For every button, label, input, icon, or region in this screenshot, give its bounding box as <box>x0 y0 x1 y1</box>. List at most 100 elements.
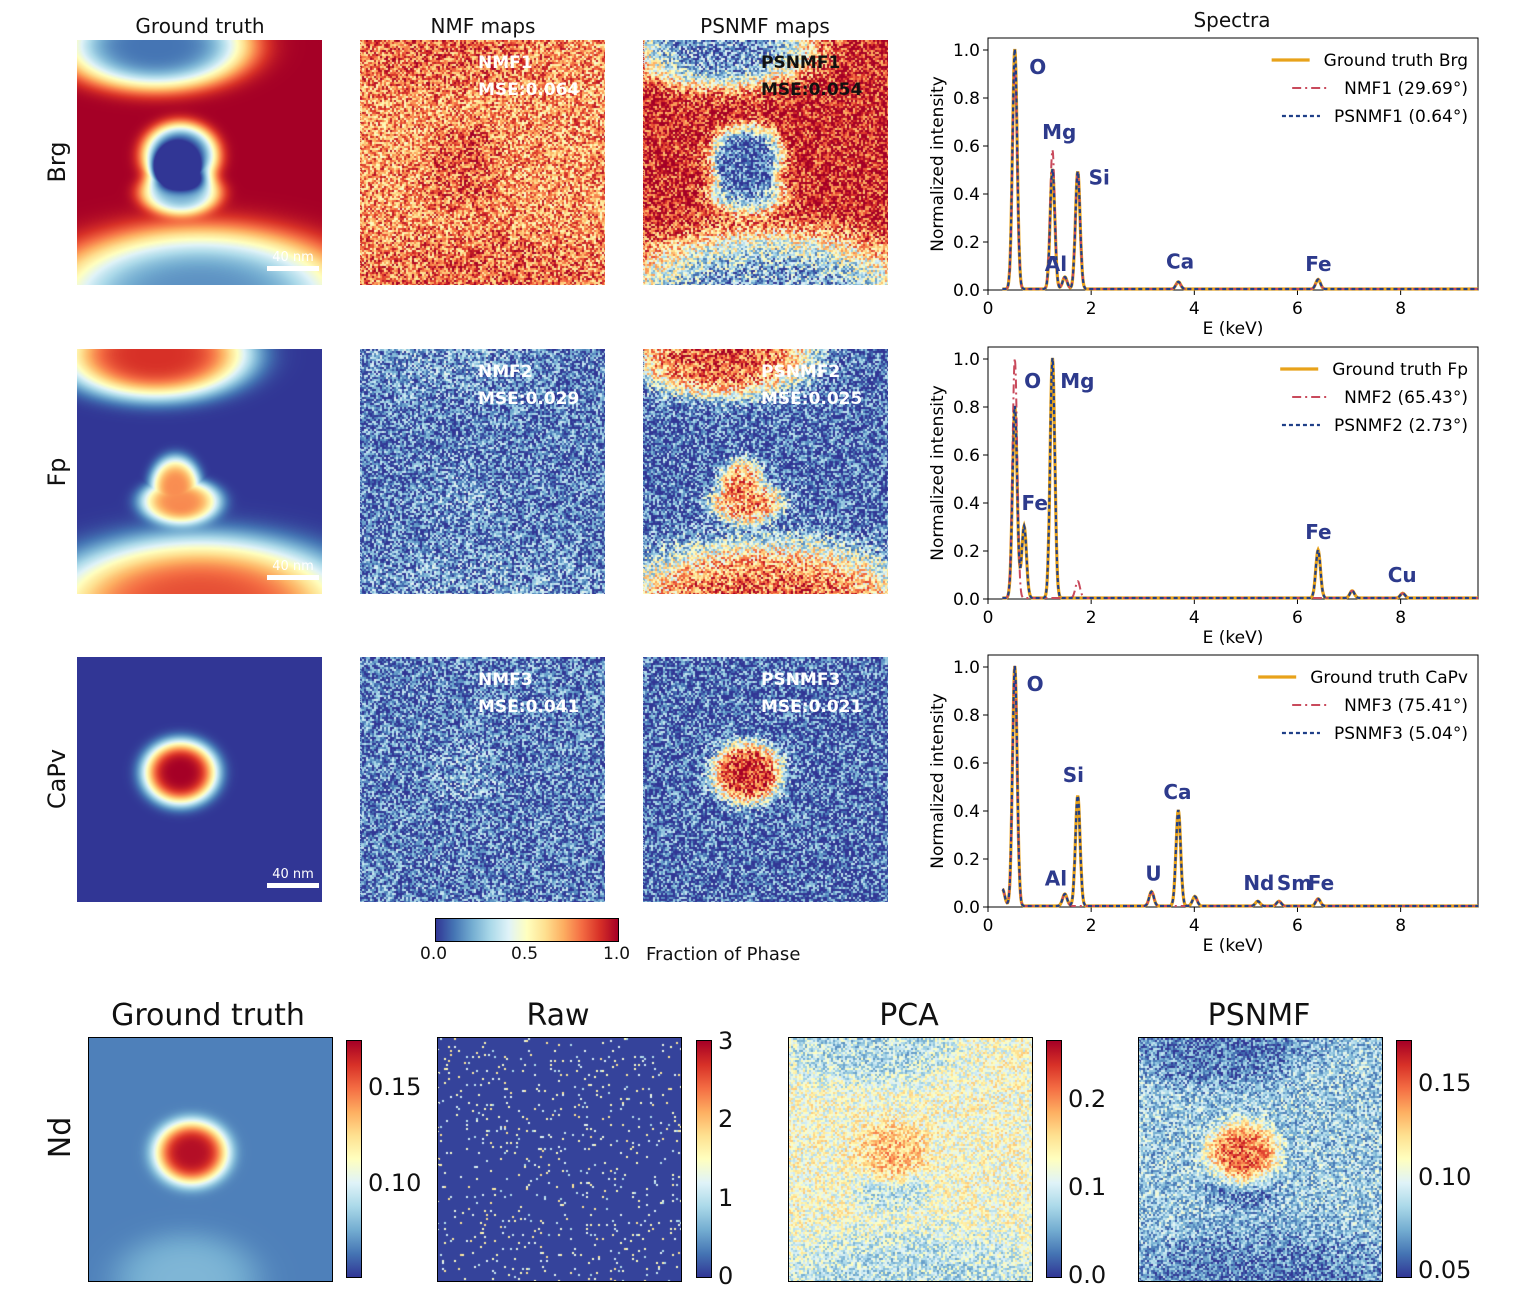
peak-label: Mg <box>1060 369 1094 393</box>
peak-label: Al <box>1045 252 1067 276</box>
y-axis-label: Normalized intensity <box>928 385 948 561</box>
y-tick-label: 0.0 <box>953 898 980 918</box>
psnmf3-mse: MSE:0.021 <box>761 697 863 717</box>
cbar-psnmf-tick-015: 0.15 <box>1418 1069 1472 1097</box>
psnmf1-mse: MSE:0.054 <box>761 80 863 100</box>
y-axis-label: Normalized intensity <box>928 693 948 869</box>
y-tick-label: 0.4 <box>953 494 980 514</box>
row-label-brg: Brg <box>43 141 71 183</box>
y-tick-label: 0.2 <box>953 542 980 562</box>
peak-label: Fe <box>1308 871 1334 895</box>
cbar-pca-tick-01: 0.1 <box>1068 1173 1107 1201</box>
nd-psnmf-map <box>1138 1037 1383 1282</box>
psnmf3-label: PSNMF3 <box>761 670 841 690</box>
y-tick-label: 0.4 <box>953 802 980 822</box>
nd-ground-truth-map <box>88 1037 333 1282</box>
cbar-gt-tick-015: 0.15 <box>368 1073 422 1101</box>
nmf2-label: NMF2 <box>478 362 533 382</box>
colorbar-pca <box>1046 1040 1062 1278</box>
x-tick-label: 4 <box>1189 299 1200 319</box>
scale-bar <box>267 266 319 271</box>
scale-bar <box>267 575 319 580</box>
psnmf-map-1: PSNMF1 MSE:0.054 <box>643 40 888 285</box>
legend-entry: Ground truth Fp <box>1332 360 1468 380</box>
series-psnmf <box>1001 665 1478 908</box>
x-tick-label: 8 <box>1395 916 1406 936</box>
cbar-raw-tick-2: 2 <box>718 1105 734 1133</box>
legend-entry: Ground truth CaPv <box>1310 668 1468 688</box>
psnmf-map-2: PSNMF2 MSE:0.025 <box>643 349 888 594</box>
legend-entry: NMF1 (29.69°) <box>1344 79 1468 99</box>
y-tick-label: 0.8 <box>953 706 980 726</box>
y-tick-label: 0.2 <box>953 850 980 870</box>
colorbar-label: Fraction of Phase <box>646 944 801 965</box>
ground-truth-map-brg: 40 nm <box>77 40 322 285</box>
nmf-map-2: NMF2 MSE:0.029 <box>360 349 605 594</box>
peak-label: U <box>1145 862 1161 886</box>
peak-label: Al <box>1045 866 1067 890</box>
nmf-map-3: NMF3 MSE:0.041 <box>360 657 605 902</box>
psnmf-map-3: PSNMF3 MSE:0.021 <box>643 657 888 902</box>
spectrum-chart-capv: 0 2 4 6 8 0.0 0.2 0.4 0.6 0.8 1.0 E (keV) Normalized… <box>928 654 1479 956</box>
psnmf2-label: PSNMF2 <box>761 362 841 382</box>
title-nmf-maps: NMF maps <box>430 14 536 38</box>
spectrum-chart-fp: 0 2 4 6 8 0.0 0.2 0.4 0.6 0.8 1.0 E (keV) Normalized… <box>928 346 1479 648</box>
cbar-gt-tick-010: 0.10 <box>368 1169 422 1197</box>
x-tick-label: 0 <box>983 916 994 936</box>
bottom-row-label-nd: Nd <box>43 1116 79 1159</box>
ground-truth-map-capv: 40 nm <box>77 657 322 902</box>
x-tick-label: 0 <box>983 299 994 319</box>
peak-label: Fe <box>1022 491 1048 515</box>
peak-label: Fe <box>1305 252 1331 276</box>
peak-label: Ca <box>1163 780 1191 804</box>
nmf-map-1: NMF1 MSE:0.064 <box>360 40 605 285</box>
cbar-raw-tick-1: 1 <box>718 1184 734 1212</box>
x-tick-label: 2 <box>1086 916 1097 936</box>
x-tick-label: 8 <box>1395 608 1406 628</box>
x-tick-label: 6 <box>1292 916 1303 936</box>
colorbar-raw <box>696 1040 712 1278</box>
psnmf1-label: PSNMF1 <box>761 53 841 73</box>
row-label-fp: Fp <box>43 457 71 487</box>
title-ground-truth: Ground truth <box>135 14 265 38</box>
bottom-title-raw: Raw <box>526 998 590 1033</box>
y-tick-label: 1.0 <box>953 41 980 61</box>
peak-label: Mg <box>1042 120 1076 144</box>
peak-label: Nd <box>1243 871 1274 895</box>
series-psnmf <box>1002 48 1478 291</box>
x-tick-label: 6 <box>1292 608 1303 628</box>
cbar-raw-tick-3: 3 <box>718 1027 734 1055</box>
legend-entry: PSNMF3 (5.04°) <box>1334 724 1468 744</box>
y-tick-label: 0.8 <box>953 89 980 109</box>
cbar-psnmf-tick-010: 0.10 <box>1418 1163 1472 1191</box>
peak-label: Fe <box>1305 520 1331 544</box>
scale-bar-label: 40 nm <box>272 250 314 265</box>
y-tick-label: 1.0 <box>953 350 980 370</box>
x-tick-label: 4 <box>1189 916 1200 936</box>
cbar-pca-tick-00: 0.0 <box>1068 1261 1107 1289</box>
legend-entry: Ground truth Brg <box>1324 51 1468 71</box>
legend-entry: NMF2 (65.43°) <box>1344 388 1468 408</box>
colorbar-tick-0: 0.0 <box>420 944 448 964</box>
scale-bar-label: 40 nm <box>272 867 314 882</box>
y-tick-label: 0.0 <box>953 590 980 610</box>
peak-label: Si <box>1063 763 1084 787</box>
ground-truth-map-fp: 40 nm <box>77 349 322 594</box>
x-tick-label: 2 <box>1086 299 1097 319</box>
x-axis-label: E (keV) <box>1203 628 1264 648</box>
y-tick-label: 0.2 <box>953 233 980 253</box>
y-tick-label: 0.8 <box>953 398 980 418</box>
y-tick-label: 0.4 <box>953 185 980 205</box>
x-axis-label: E (keV) <box>1203 319 1264 339</box>
legend-entry: NMF3 (75.41°) <box>1344 696 1468 716</box>
nmf2-mse: MSE:0.029 <box>478 389 580 409</box>
colorbar-psnmf <box>1396 1040 1412 1278</box>
nmf1-label: NMF1 <box>478 53 533 73</box>
spectrum-chart-brg: 0 2 4 6 8 0.0 0.2 0.4 0.6 0.8 1.0 E (keV) Normalized… <box>928 37 1479 339</box>
colorbar-tick-1: 1.0 <box>603 944 631 964</box>
cbar-pca-tick-02: 0.2 <box>1068 1085 1107 1113</box>
y-tick-label: 1.0 <box>953 658 980 678</box>
cbar-raw-tick-0: 0 <box>718 1262 734 1290</box>
nd-raw-map <box>437 1037 682 1282</box>
peak-label: Sm <box>1277 871 1312 895</box>
